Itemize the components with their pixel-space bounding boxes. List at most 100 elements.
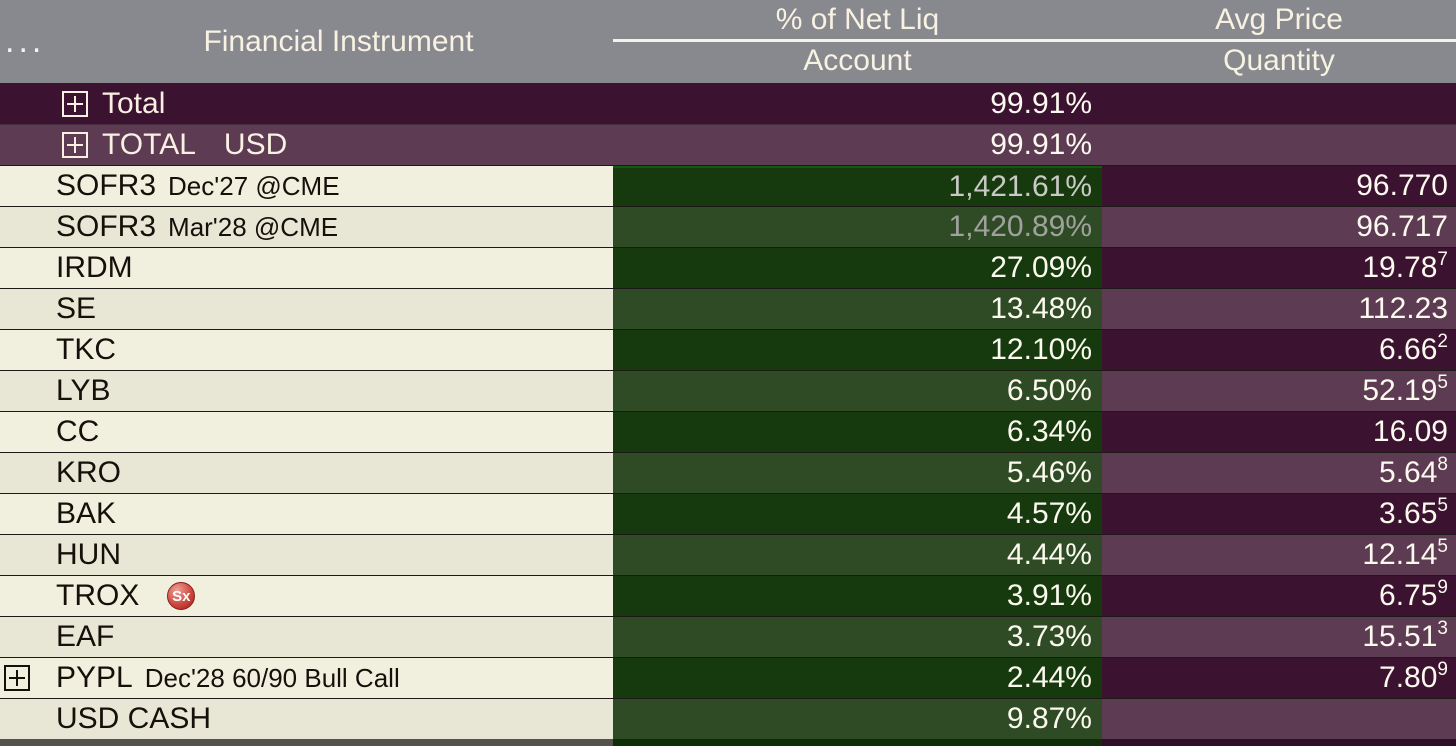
pct-net-liq-cell: 5.46% xyxy=(613,453,1102,493)
table-row[interactable]: KRO 5.46% 5.64 8 xyxy=(0,452,1456,493)
table-row[interactable]: TOTAL USD 99.91% xyxy=(0,124,1456,165)
column-header-financial-instrument[interactable]: ... Financial Instrument xyxy=(0,0,613,83)
ticker-label: TROX xyxy=(56,579,140,612)
avg-price-value: 19.78 xyxy=(1362,251,1438,284)
avg-price-header-label: Avg Price xyxy=(1102,0,1456,42)
pct-net-liq-cell: 6.34% xyxy=(613,412,1102,452)
column-options-dots-icon[interactable]: ... xyxy=(5,22,46,60)
pct-net-liq-cell: 4.44% xyxy=(613,535,1102,575)
avg-price-cell: 52.19 5 xyxy=(1102,371,1456,411)
ticker-label: PYPL xyxy=(56,661,133,694)
pct-net-liq-value: 3.91% xyxy=(1006,579,1092,612)
avg-price-value: 6.75 xyxy=(1379,579,1438,612)
pct-net-liq-value: 99.91% xyxy=(990,86,1092,120)
pct-net-liq-cell: 12.10% xyxy=(613,330,1102,370)
expand-plus-icon[interactable] xyxy=(62,132,88,158)
instrument-cell: USD CASH xyxy=(0,699,613,739)
instrument-cell: BAK xyxy=(0,494,613,534)
row-label-currency: USD xyxy=(223,128,288,161)
avg-price-value: 5.64 xyxy=(1379,456,1438,489)
instrument-cell: EAF xyxy=(0,617,613,657)
table-row[interactable]: IRDM 27.09% 19.78 7 xyxy=(0,247,1456,288)
pct-net-liq-cell: 3.91% xyxy=(613,576,1102,616)
avg-price-value: 7.80 xyxy=(1379,661,1438,694)
ticker-label: LYB xyxy=(56,374,111,407)
avg-price-cell: 5.64 8 xyxy=(1102,453,1456,493)
pct-net-liq-value: 9.87% xyxy=(1006,702,1092,735)
pct-net-liq-value: 6.50% xyxy=(1006,374,1092,407)
table-row[interactable]: EAF 3.73% 15.51 3 xyxy=(0,616,1456,657)
avg-price-value: 112.23 xyxy=(1358,292,1448,325)
expand-plus-icon[interactable] xyxy=(62,90,88,117)
table-row[interactable]: HUN 4.44% 12.14 5 xyxy=(0,534,1456,575)
cutoff-instrument-cell xyxy=(0,739,613,746)
pct-net-liq-header-label: % of Net Liq xyxy=(613,0,1102,42)
instrument-cell: LYB xyxy=(0,371,613,411)
avg-price-value: 96.717 xyxy=(1356,210,1448,243)
avg-price-cell: 16.09 xyxy=(1102,412,1456,452)
financial-instrument-header-label: Financial Instrument xyxy=(203,24,474,58)
column-header-pct-net-liq[interactable]: % of Net Liq Account xyxy=(613,0,1102,83)
instrument-cell: TKC xyxy=(0,330,613,370)
expand-plus-icon[interactable] xyxy=(4,665,30,691)
pct-net-liq-cell: 4.57% xyxy=(613,494,1102,534)
pct-net-liq-value: 13.48% xyxy=(990,292,1092,325)
instrument-cell: CC xyxy=(0,412,613,452)
column-header-avg-price[interactable]: Avg Price Quantity xyxy=(1102,0,1456,83)
table-body: Total 99.91% TOTAL USD 99.91% SOFR3 Dec'27 @CM… xyxy=(0,83,1456,739)
avg-price-cell: 96.717 xyxy=(1102,207,1456,247)
avg-price-cell: 112.23 xyxy=(1102,289,1456,329)
avg-price-cell: 96.770 xyxy=(1102,166,1456,206)
table-row[interactable]: SOFR3 Mar'28 @CME 1,420.89% 96.717 xyxy=(0,206,1456,247)
ticker-label: TKC xyxy=(56,333,116,366)
avg-price-cell: 3.65 5 xyxy=(1102,494,1456,534)
pct-net-liq-cell: 13.48% xyxy=(613,289,1102,329)
pct-net-liq-value: 27.09% xyxy=(990,251,1092,284)
table-row[interactable]: LYB 6.50% 52.19 5 xyxy=(0,370,1456,411)
table-row[interactable]: TKC 12.10% 6.66 2 xyxy=(0,329,1456,370)
instrument-cell: TROX Sx xyxy=(0,576,613,616)
avg-price-value: 52.19 xyxy=(1362,374,1438,407)
pct-net-liq-value: 12.10% xyxy=(990,333,1092,366)
table-row[interactable]: SOFR3 Dec'27 @CME 1,421.61% 96.770 xyxy=(0,165,1456,206)
table-row[interactable]: BAK 4.57% 3.65 5 xyxy=(0,493,1456,534)
instrument-cell: SOFR3 Mar'28 @CME xyxy=(0,207,613,247)
pct-net-liq-cell: 3.73% xyxy=(613,617,1102,657)
ticker-label: USD CASH xyxy=(56,702,212,735)
ticker-label: KRO xyxy=(56,456,122,489)
table-row[interactable]: PYPL Dec'28 60/90 Bull Call 2.44% 7.80 9 xyxy=(0,657,1456,698)
avg-price-value: 6.66 xyxy=(1379,333,1438,366)
instrument-cell: HUN xyxy=(0,535,613,575)
avg-price-value: 15.51 xyxy=(1362,620,1438,653)
pct-net-liq-value: 1,420.89% xyxy=(948,210,1092,243)
pct-net-liq-cell: 1,420.89% xyxy=(613,207,1102,247)
avg-price-cell: 15.51 3 xyxy=(1102,617,1456,657)
row-label: TOTAL xyxy=(102,128,196,161)
instrument-cell: Total xyxy=(0,83,613,124)
table-row[interactable]: TROX Sx 3.91% 6.75 9 xyxy=(0,575,1456,616)
avg-price-cell xyxy=(1102,125,1456,165)
avg-price-cell: 19.78 7 xyxy=(1102,248,1456,288)
row-label: Total xyxy=(102,86,166,120)
avg-price-cell: 12.14 5 xyxy=(1102,535,1456,575)
table-row[interactable]: Total 99.91% xyxy=(0,83,1456,124)
pct-net-liq-value: 1,421.61% xyxy=(948,170,1092,203)
ticker-label: CC xyxy=(56,415,100,448)
instrument-cell: PYPL Dec'28 60/90 Bull Call xyxy=(0,658,613,698)
sx-short-availability-icon: Sx xyxy=(167,582,196,610)
avg-price-cell: 6.75 9 xyxy=(1102,576,1456,616)
table-row[interactable]: SE 13.48% 112.23 xyxy=(0,288,1456,329)
pct-net-liq-value: 6.34% xyxy=(1006,415,1092,448)
instrument-cell: KRO xyxy=(0,453,613,493)
instrument-cell: SOFR3 Dec'27 @CME xyxy=(0,166,613,206)
quantity-header-label: Quantity xyxy=(1223,44,1335,77)
avg-price-value: 96.770 xyxy=(1356,169,1448,202)
account-header-label: Account xyxy=(803,44,912,77)
pct-net-liq-value: 2.44% xyxy=(1006,661,1092,694)
avg-price-value: 12.14 xyxy=(1362,538,1438,571)
table-row[interactable]: USD CASH 9.87% xyxy=(0,698,1456,739)
avg-price-value: 3.65 xyxy=(1379,497,1438,530)
ticker-label: SE xyxy=(56,292,97,325)
table-row[interactable]: CC 6.34% 16.09 xyxy=(0,411,1456,452)
